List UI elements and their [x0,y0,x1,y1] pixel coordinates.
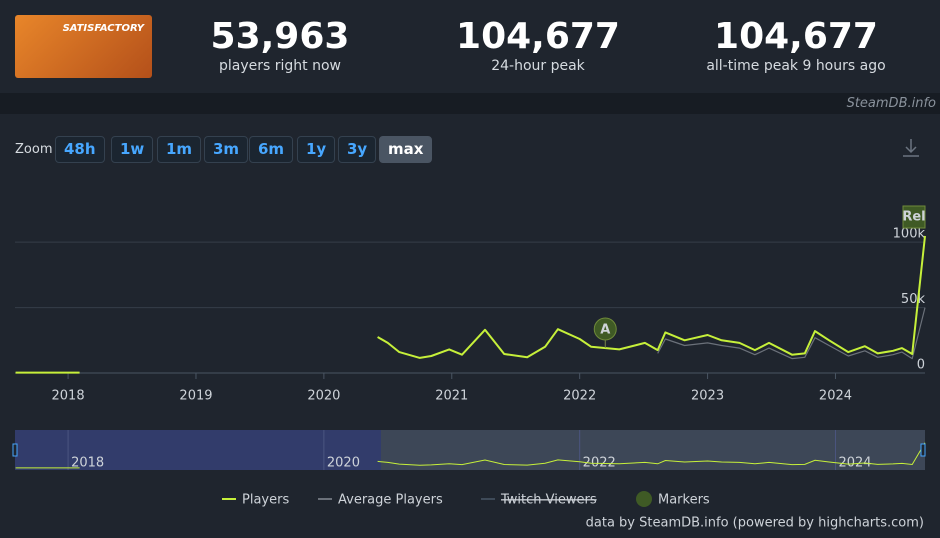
navigator-tick-label: 2018 [71,456,104,471]
legend-swatch [636,491,652,507]
zoom-button[interactable]: 48h [55,136,105,163]
watermark: SteamDB.info [846,96,936,111]
navigator-handle [920,443,926,457]
legend-label: Twitch Viewers [500,493,597,508]
x-tick-label: 2023 [691,389,724,404]
stat: 53,963 players right now [160,16,400,74]
stats-bar: SATISFACTORY 53,963 players right now 104… [0,0,940,93]
series-line [15,235,926,374]
download-icon [905,146,917,154]
y-tick-label: 100k [893,227,926,242]
stat-label: 24-hour peak [491,58,585,74]
y-tick-label: 50k [901,292,926,307]
navigator-tick-label: 2020 [327,456,360,471]
stat-value: 104,677 [456,16,620,57]
marker-label: Rel [902,210,925,225]
zoom-label: Zoom [15,142,53,157]
zoom-button[interactable]: max [379,136,433,163]
zoom-button[interactable]: 1m [157,136,202,163]
y-tick-label: 0 [917,358,925,373]
zoom-button[interactable]: 1w [111,136,154,163]
x-tick-label: 2024 [819,389,852,404]
legend-label: Players [242,493,289,508]
legend-item[interactable]: Players [222,493,289,508]
zoom-button[interactable]: 3y [338,136,377,163]
legend-label: Markers [658,493,710,508]
navigator-tick-label: 2024 [838,456,871,471]
x-tick-label: 2020 [307,389,340,404]
credit: data by SteamDB.info (powered by highcha… [586,516,924,531]
marker [902,205,926,229]
zoom-button[interactable]: 6m [249,136,294,163]
navigator-handle [12,443,18,457]
marker-label: A [600,323,610,338]
stat-value: 53,963 [210,16,350,57]
zoom-button[interactable]: 3m [204,136,249,163]
stat-label: all-time peak 9 hours ago [706,58,886,74]
stat-label: players right now [219,58,341,74]
legend-item[interactable]: Markers [636,491,710,508]
legend-item[interactable]: Average Players [318,493,443,508]
legend-label: Average Players [338,493,443,508]
x-tick-label: 2021 [435,389,468,404]
navigator-line [15,442,926,469]
x-tick-label: 2022 [563,389,596,404]
marker [593,317,617,341]
game-logo: SATISFACTORY [15,15,152,78]
x-tick-label: 2019 [179,389,212,404]
series-line [657,307,926,360]
legend-item[interactable]: Twitch Viewers [481,493,597,508]
stat: 104,677 all-time peak 9 hours ago [676,16,916,74]
stat-value: 104,677 [714,16,878,57]
logo-text: SATISFACTORY [62,23,144,34]
download-button[interactable] [903,139,919,157]
stat: 104,677 24-hour peak [418,16,658,74]
zoom-button[interactable]: 1y [297,136,336,163]
x-tick-label: 2018 [52,389,85,404]
